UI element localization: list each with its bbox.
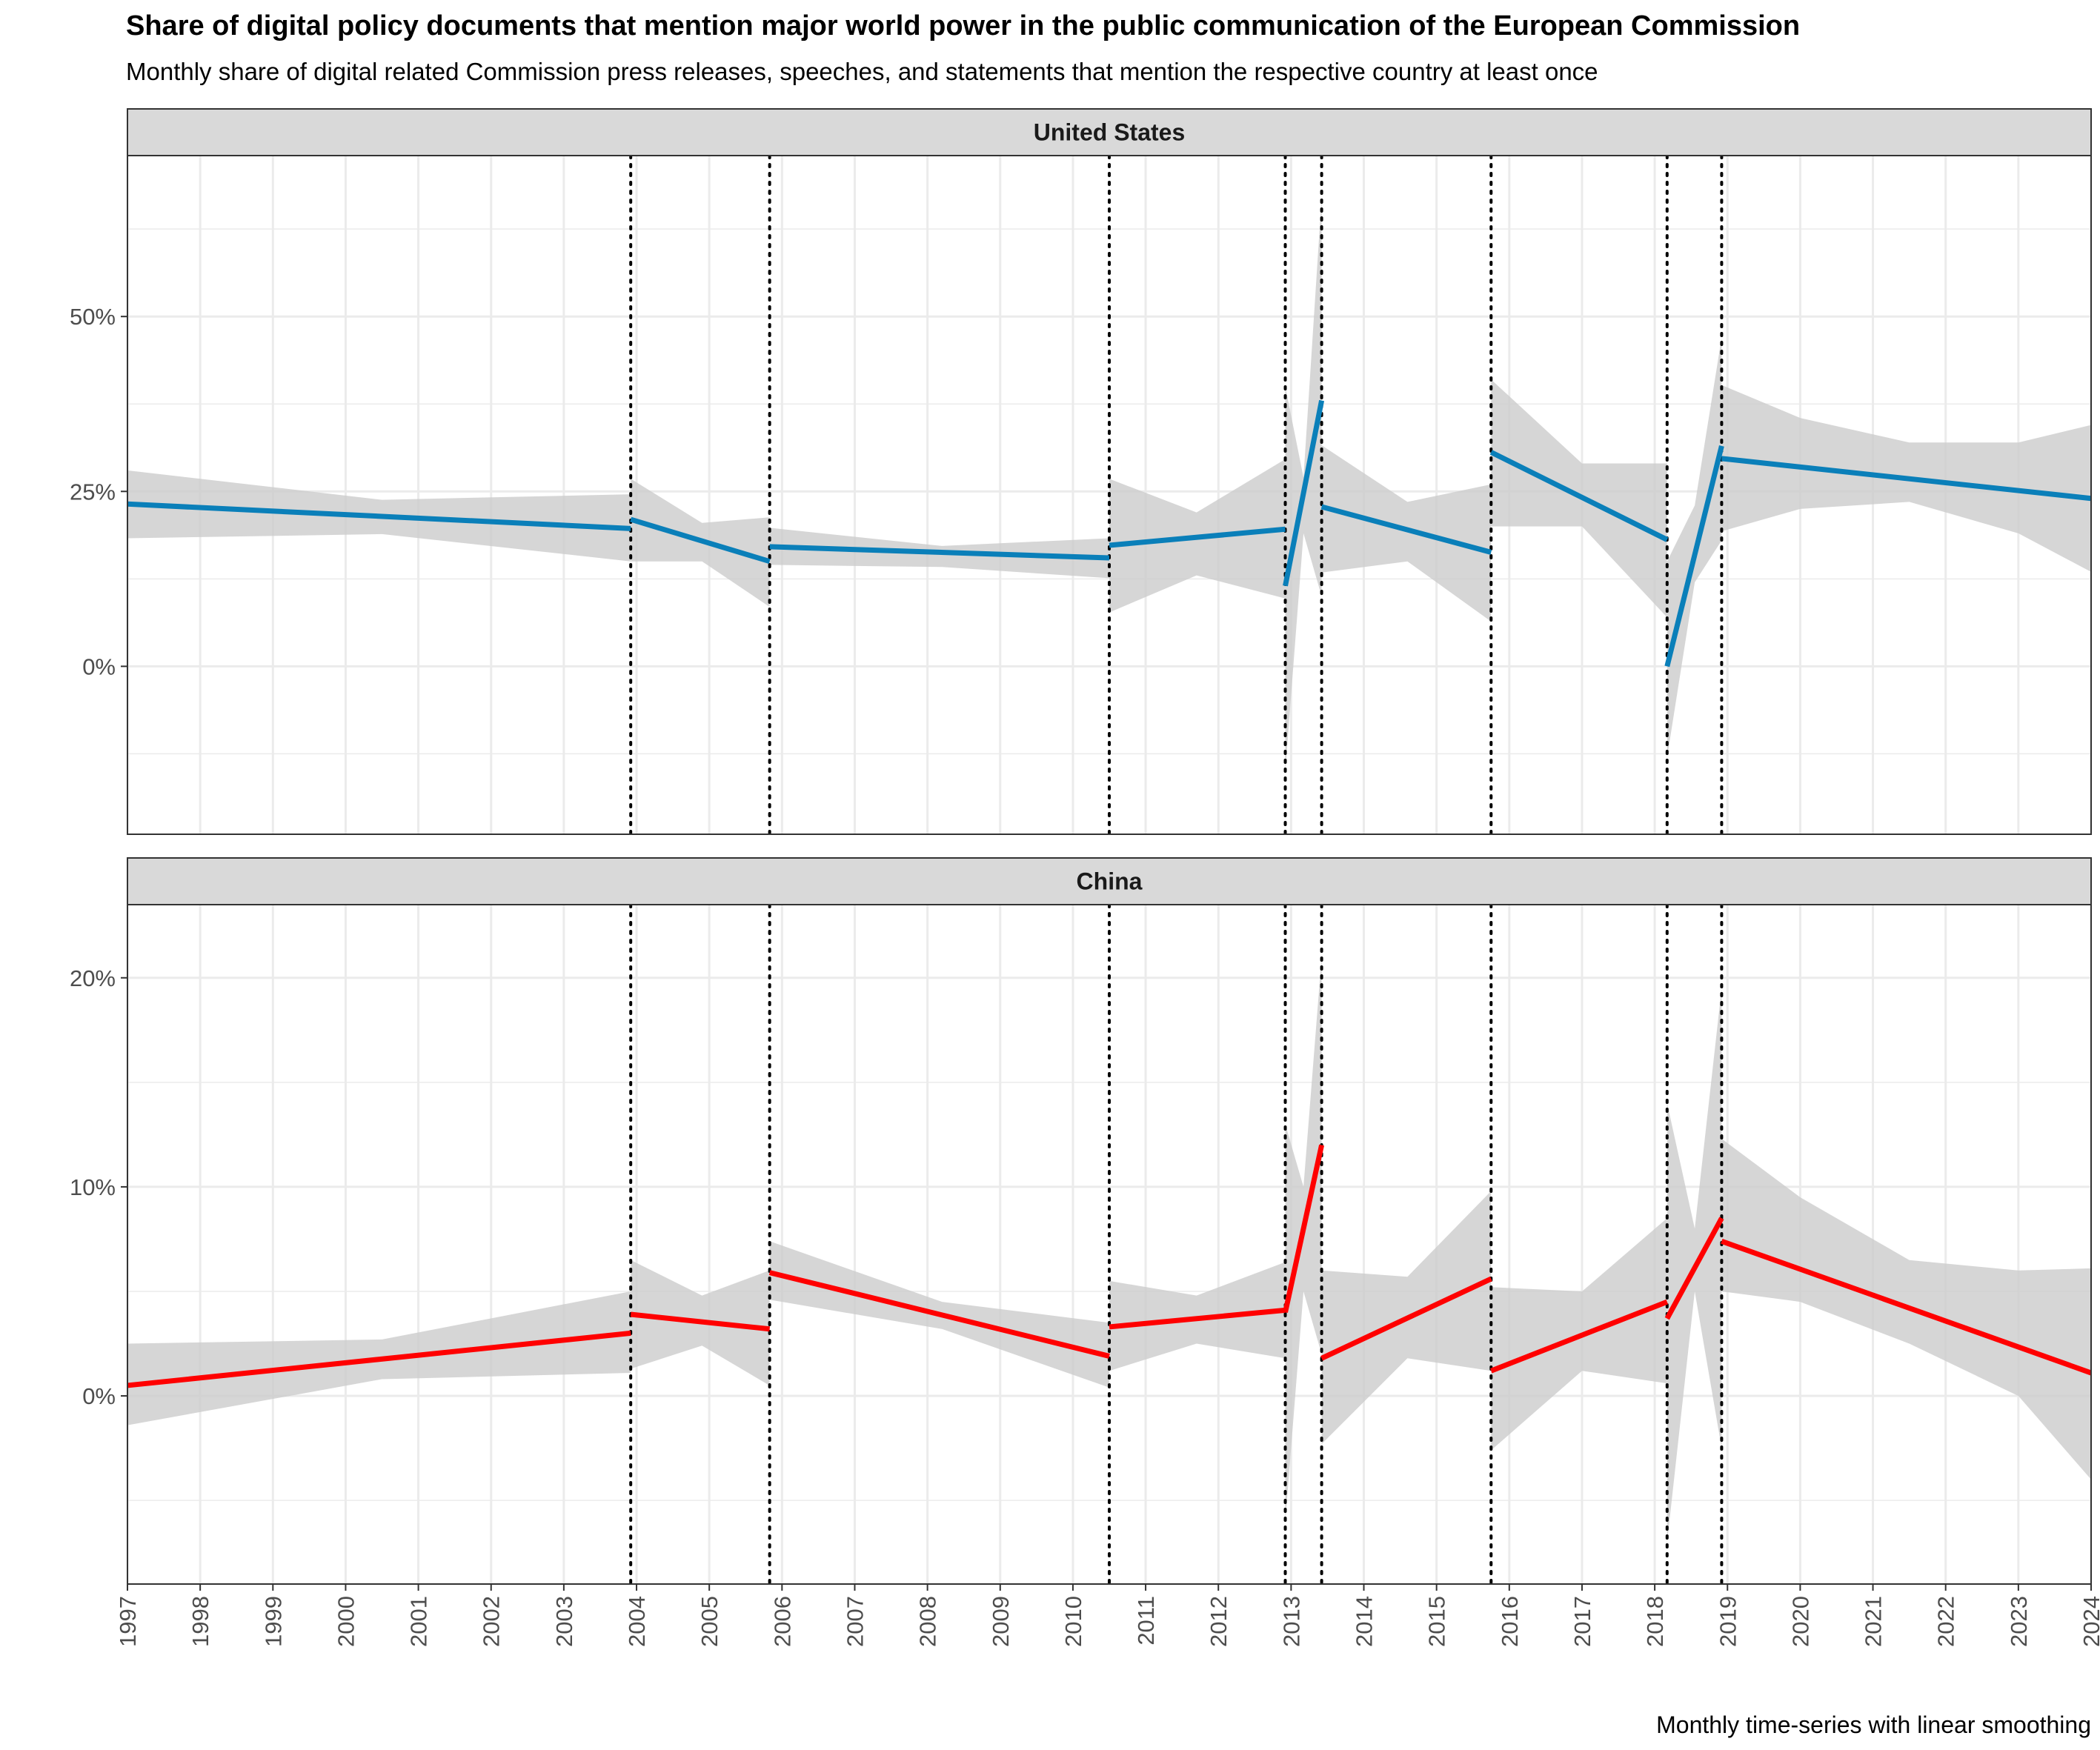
facet-strip-label: United States (1034, 119, 1185, 146)
chart-caption: Monthly time-series with linear smoothin… (1656, 1711, 2091, 1738)
x-tick-label: 2021 (1861, 1596, 1887, 1647)
trend-line-segment (1721, 1238, 2093, 1376)
trend-line-segment (127, 1330, 631, 1388)
x-tick-label: 2017 (1569, 1596, 1595, 1647)
x-tick-label: 2023 (2006, 1596, 2032, 1647)
trend-line-segment (1109, 526, 1286, 548)
trend-line-segment (1489, 450, 1669, 542)
y-tick-label: 0% (82, 1383, 116, 1409)
x-tick-label: 2001 (406, 1596, 432, 1647)
x-tick-label: 2012 (1206, 1596, 1232, 1647)
chart-title: Share of digital policy documents that m… (126, 10, 1801, 41)
right-margin (2092, 828, 2100, 1584)
x-tick-label: 2024 (2079, 1596, 2100, 1647)
trend-line-segment (1664, 445, 1724, 668)
trend-line-segment (1109, 1307, 1286, 1330)
trend-line-segment (1320, 504, 1492, 555)
x-tick-label: 2007 (842, 1596, 868, 1647)
trend-line-segment (127, 501, 631, 531)
facet-strip (127, 857, 2092, 905)
x-tick-label: 1999 (260, 1596, 286, 1647)
y-tick-label: 0% (82, 653, 116, 679)
trend-line-segment (768, 1270, 1110, 1359)
trend-line-segment (1490, 1299, 1669, 1374)
y-tick-label: 50% (70, 304, 116, 330)
x-tick-label: 2008 (915, 1596, 941, 1647)
x-tick-label: 1997 (115, 1596, 141, 1647)
x-tick-label: 2019 (1715, 1596, 1741, 1647)
facet-strip (127, 108, 2092, 156)
x-tick-label: 2009 (988, 1596, 1014, 1647)
x-tick-label: 2022 (1933, 1596, 1959, 1647)
x-tick-label: 2018 (1642, 1596, 1668, 1647)
right-margin (2092, 79, 2100, 834)
left-margin (0, 79, 127, 834)
x-tick-label: 2011 (1133, 1596, 1159, 1646)
trend-line-segment (1320, 1276, 1492, 1361)
x-tick-label: 1998 (187, 1596, 213, 1647)
facet-strip-label: China (1077, 868, 1143, 895)
x-tick-label: 2005 (697, 1596, 722, 1647)
confidence-ribbon (1321, 445, 1492, 622)
trend-line-segment (630, 1311, 771, 1332)
x-tick-label: 2020 (1787, 1596, 1813, 1647)
x-tick-label: 2004 (624, 1596, 650, 1647)
trend-line-segment (1721, 456, 2092, 502)
left-margin (0, 828, 127, 1584)
x-tick-label: 2015 (1424, 1596, 1450, 1647)
y-tick-label: 20% (70, 965, 116, 991)
chart-subtitle: Monthly share of digital related Commiss… (126, 58, 1598, 85)
x-tick-label: 2003 (551, 1596, 577, 1647)
x-tick-label: 2013 (1278, 1596, 1304, 1647)
trend-line-segment (1283, 1144, 1325, 1313)
x-tick-label: 2002 (479, 1596, 505, 1647)
faceted-line-chart: United States 0% 25% 50% China 0% 10% 20% 1997 19… (0, 79, 2100, 1647)
x-tick-label: 2006 (769, 1596, 795, 1647)
trend-line-segment (1283, 399, 1325, 587)
y-tick-label: 10% (70, 1174, 116, 1200)
x-tick-label: 2016 (1497, 1596, 1523, 1647)
trend-line-segment (1664, 1217, 1724, 1320)
x-tick-label: 2010 (1060, 1596, 1086, 1647)
trend-line-segment (630, 516, 771, 565)
y-tick-label: 25% (70, 479, 116, 505)
trend-line-segment (769, 544, 1110, 561)
x-tick-label: 2000 (333, 1596, 359, 1647)
x-tick-label: 2014 (1352, 1596, 1378, 1647)
